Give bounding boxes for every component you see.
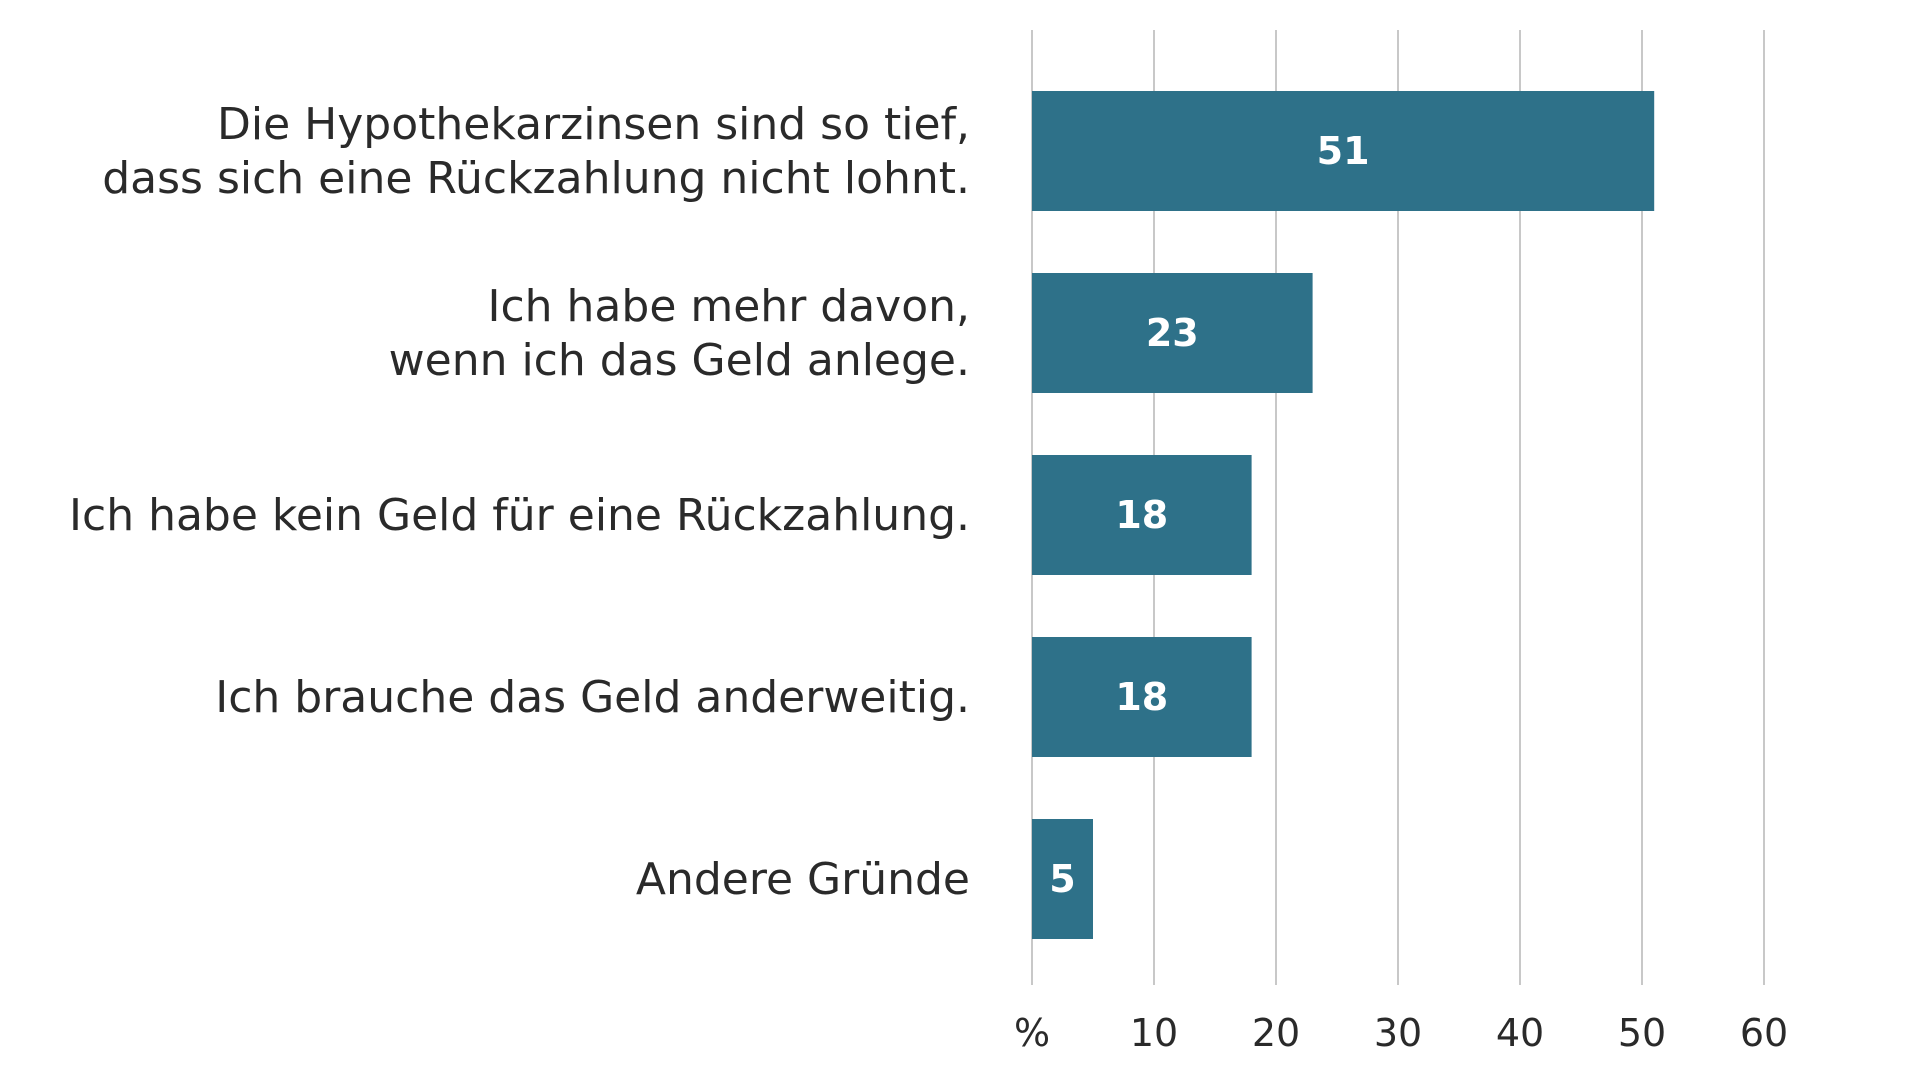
x-tick-label: 10 — [1130, 1011, 1178, 1055]
category-label: Ich habe mehr davon, — [488, 281, 971, 332]
data-label: 23 — [1146, 311, 1199, 355]
category-label: Die Hypothekarzinsen sind so tief, — [217, 99, 970, 150]
category-labels: Die Hypothekarzinsen sind so tief,dass s… — [69, 99, 970, 905]
x-tick-label: 40 — [1496, 1011, 1544, 1055]
x-axis-ticks: % 10 20 30 40 50 60 — [1014, 1011, 1788, 1055]
bars: 51 23 18 18 5 — [1032, 91, 1655, 939]
bar — [1032, 819, 1093, 939]
x-tick-label: % — [1014, 1011, 1050, 1055]
x-tick-label: 30 — [1374, 1011, 1422, 1055]
category-label: Ich brauche das Geld anderweitig. — [215, 672, 970, 723]
data-label: 51 — [1317, 129, 1370, 173]
category-label: wenn ich das Geld anlege. — [389, 335, 970, 386]
x-tick-label: 20 — [1252, 1011, 1300, 1055]
bar — [1032, 455, 1252, 575]
bar — [1032, 637, 1252, 757]
category-label: dass sich eine Rückzahlung nicht lohnt. — [102, 153, 970, 204]
data-label: 5 — [1049, 857, 1075, 901]
bar — [1032, 91, 1655, 211]
x-tick-label: 60 — [1740, 1011, 1788, 1055]
category-label: Andere Gründe — [636, 854, 970, 905]
data-label: 18 — [1115, 675, 1168, 719]
category-label: Ich habe kein Geld für eine Rückzahlung. — [69, 490, 970, 541]
data-label: 18 — [1115, 493, 1168, 537]
bar — [1032, 273, 1313, 393]
x-tick-label: 50 — [1618, 1011, 1666, 1055]
